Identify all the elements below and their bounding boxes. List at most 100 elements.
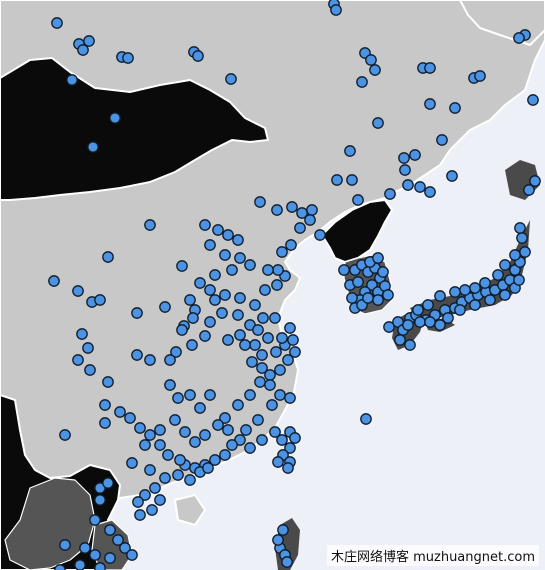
city-marker [169, 414, 181, 426]
city-marker [276, 434, 288, 446]
city-marker [422, 299, 434, 311]
city-marker [394, 334, 406, 346]
city-marker [404, 339, 416, 351]
city-marker [102, 251, 114, 263]
city-marker [172, 469, 184, 481]
city-marker [424, 186, 436, 198]
city-marker [484, 294, 496, 306]
city-marker [474, 70, 486, 82]
city-marker [331, 174, 343, 186]
hainan-island [174, 494, 206, 526]
city-marker [360, 413, 372, 425]
city-marker [284, 322, 296, 334]
city-marker [469, 282, 481, 294]
city-marker [219, 412, 231, 424]
city-marker [399, 164, 411, 176]
city-marker [212, 419, 224, 431]
city-marker [304, 214, 316, 226]
city-marker [271, 204, 283, 216]
city-marker [131, 349, 143, 361]
city-marker [252, 414, 264, 426]
city-marker [154, 424, 166, 436]
city-marker [144, 429, 156, 441]
city-marker [362, 292, 374, 304]
city-marker [204, 389, 216, 401]
city-marker [276, 332, 288, 344]
city-marker [209, 454, 221, 466]
city-marker [184, 294, 196, 306]
city-marker [272, 456, 284, 468]
city-marker [424, 98, 436, 110]
city-marker [219, 289, 231, 301]
city-marker [139, 439, 151, 451]
city-marker [436, 134, 448, 146]
city-marker [189, 436, 201, 448]
city-marker [144, 219, 156, 231]
city-marker [176, 260, 188, 272]
city-marker [134, 422, 146, 434]
city-marker [74, 559, 86, 570]
city-marker [274, 364, 286, 376]
mongolia-land [0, 57, 269, 201]
city-marker [76, 328, 88, 340]
city-marker [186, 339, 198, 351]
city-marker [131, 307, 143, 319]
city-marker [256, 434, 268, 446]
city-marker [272, 534, 284, 546]
city-marker [274, 389, 286, 401]
city-marker [232, 309, 244, 321]
city-marker [314, 229, 326, 241]
city-marker [257, 312, 269, 324]
city-marker [446, 170, 458, 182]
city-marker [459, 284, 471, 296]
city-marker [402, 319, 414, 331]
city-marker [204, 316, 216, 328]
city-marker [269, 426, 281, 438]
city-marker [414, 316, 426, 328]
city-marker [289, 432, 301, 444]
city-marker [219, 449, 231, 461]
city-marker [192, 50, 204, 62]
city-marker [338, 264, 350, 276]
city-marker [266, 399, 278, 411]
city-marker [244, 259, 256, 271]
city-marker [89, 514, 101, 526]
city-marker [499, 259, 511, 271]
city-marker [264, 379, 276, 391]
city-marker [159, 301, 171, 313]
city-marker [262, 332, 274, 344]
city-marker [72, 354, 84, 366]
city-marker [89, 549, 101, 561]
city-marker [434, 290, 446, 302]
city-marker [509, 249, 521, 261]
city-marker [212, 224, 224, 236]
city-marker [513, 274, 525, 286]
city-marker [232, 399, 244, 411]
city-marker [282, 462, 294, 474]
city-marker [174, 454, 186, 466]
city-marker [523, 184, 535, 196]
city-marker [249, 299, 261, 311]
city-marker [144, 354, 156, 366]
city-marker [199, 429, 211, 441]
city-marker [398, 152, 410, 164]
city-marker [352, 194, 364, 206]
city-marker [132, 496, 144, 508]
city-marker [162, 449, 174, 461]
city-marker [409, 149, 421, 161]
city-marker [454, 304, 466, 316]
city-marker [249, 339, 261, 351]
city-marker [216, 307, 228, 319]
city-marker [294, 222, 306, 234]
city-marker [225, 73, 237, 85]
city-marker [519, 246, 531, 258]
city-marker [372, 252, 384, 264]
city-marker [442, 312, 454, 324]
city-marker [377, 266, 389, 278]
city-marker [346, 292, 358, 304]
city-marker [184, 389, 196, 401]
city-marker [284, 392, 296, 404]
city-marker [259, 284, 271, 296]
city-marker [365, 54, 377, 66]
